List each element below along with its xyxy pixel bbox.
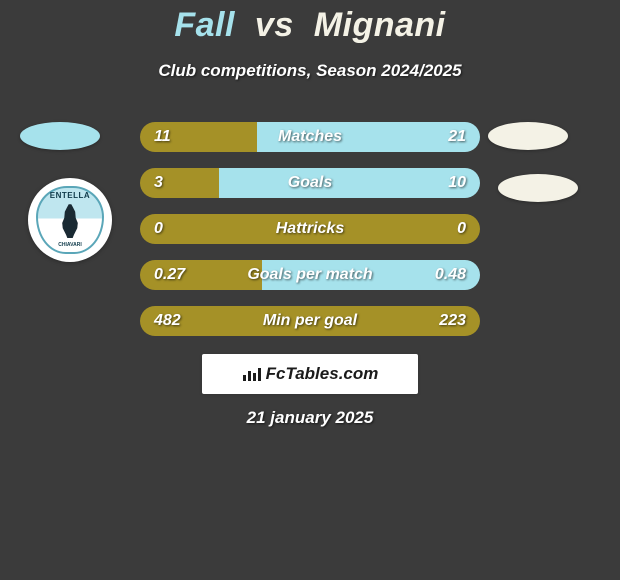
crest-figure-icon [57,204,83,238]
crest-shield-icon: ENTELLA CHIAVARI [36,186,104,254]
bar-metric-name: Hattricks [140,214,480,244]
bar-row: 00Hattricks [140,214,480,244]
comparison-bars: 1121Matches 310Goals 00Hattricks 0.270.48Go… [140,122,480,352]
bar-row: 0.270.48Goals per match [140,260,480,290]
footer-date: 21 january 2025 [0,408,620,428]
attribution-text: FcTables.com [266,364,379,384]
bar-metric-name: Goals per match [140,260,480,290]
crest-sub: CHIAVARI [38,242,102,248]
title-player2: Mignani [314,6,446,44]
player2-badge-1 [488,122,568,150]
bar-metric-name: Min per goal [140,306,480,336]
page-title: Fall vs Mignani [0,0,620,45]
bar-row: 482223Min per goal [140,306,480,336]
bar-row: 310Goals [140,168,480,198]
player1-club-crest: ENTELLA CHIAVARI [28,178,112,262]
title-vs: vs [255,6,294,44]
player1-badge [20,122,100,150]
subtitle: Club competitions, Season 2024/2025 [0,61,620,81]
stage: Fall vs Mignani Club competitions, Seaso… [0,0,620,580]
crest-name: ENTELLA [38,191,102,200]
bar-row: 1121Matches [140,122,480,152]
bar-metric-name: Matches [140,122,480,152]
player2-badge-2 [498,174,578,202]
title-player1: Fall [174,6,235,44]
attribution-badge: FcTables.com [202,354,418,394]
barchart-icon [242,366,262,382]
bar-metric-name: Goals [140,168,480,198]
